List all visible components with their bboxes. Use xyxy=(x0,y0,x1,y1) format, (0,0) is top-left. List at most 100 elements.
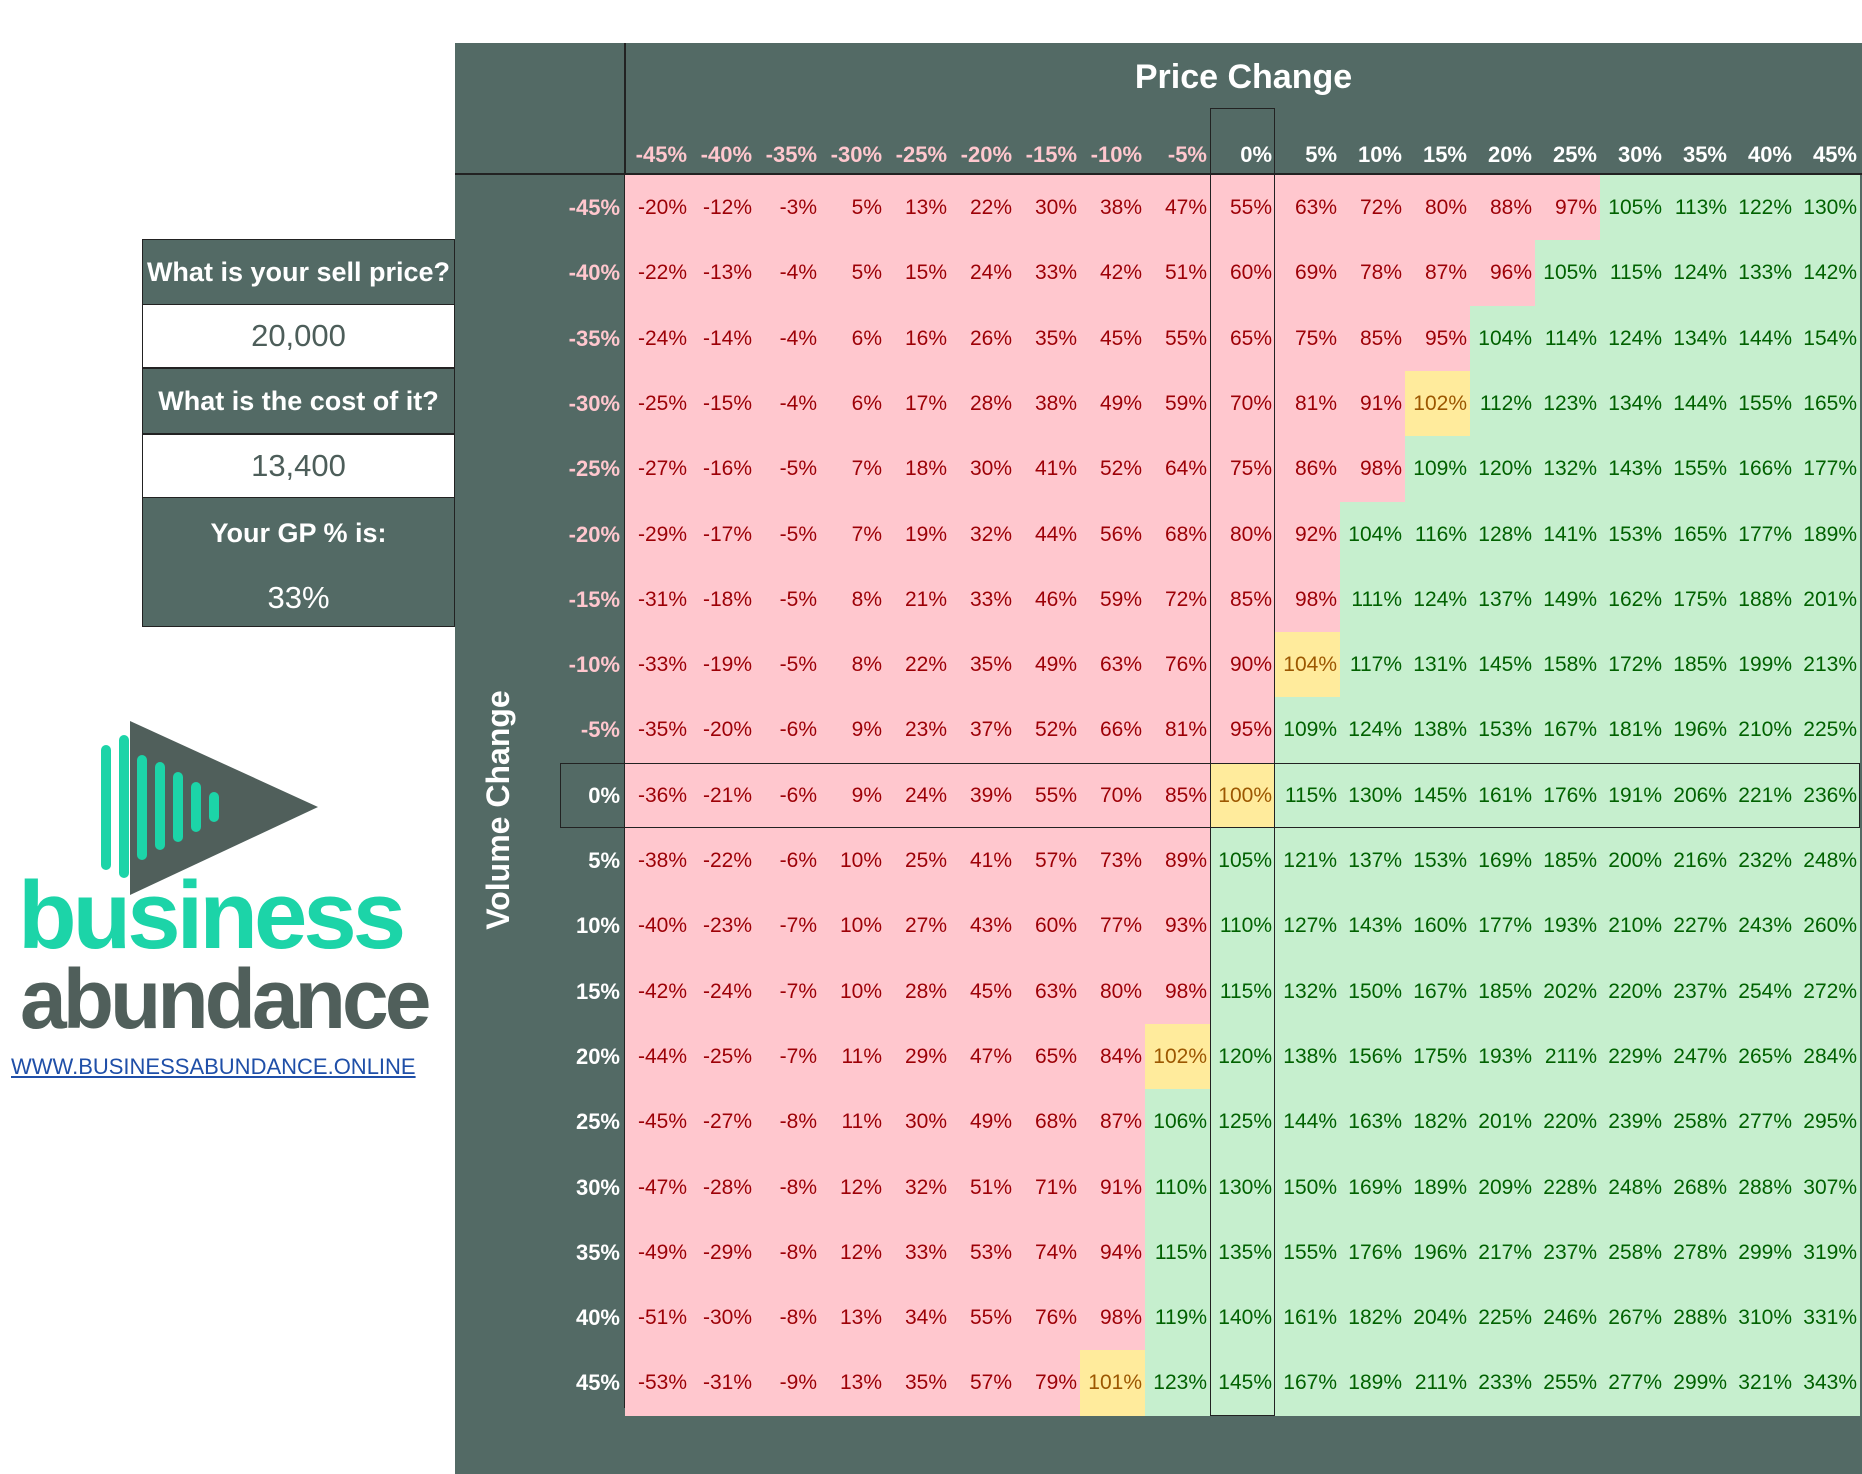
matrix-cell: 248% xyxy=(1600,1154,1665,1221)
matrix-cell: -20% xyxy=(625,175,690,241)
matrix-cell: -14% xyxy=(690,305,755,372)
matrix-cell: 153% xyxy=(1470,697,1535,764)
matrix-cell: 277% xyxy=(1730,1089,1795,1156)
matrix-cell: 158% xyxy=(1535,632,1600,699)
matrix-cell: -31% xyxy=(690,1350,755,1417)
matrix-cell: -22% xyxy=(690,828,755,894)
matrix-cell: 161% xyxy=(1275,1285,1340,1352)
volume-header: -25% xyxy=(568,456,620,482)
matrix-cell: 28% xyxy=(885,958,950,1025)
matrix-cell: 191% xyxy=(1600,762,1665,829)
price-header: 30% xyxy=(1617,142,1662,167)
matrix-cell: 52% xyxy=(1080,436,1145,503)
matrix-cell: 182% xyxy=(1340,1285,1405,1352)
matrix-cell: 27% xyxy=(885,893,950,960)
price-header: 20% xyxy=(1487,142,1532,167)
matrix-cell: 175% xyxy=(1665,566,1730,633)
matrix-cell: 267% xyxy=(1600,1285,1665,1352)
volume-header: -45% xyxy=(568,195,620,220)
matrix-cell: 144% xyxy=(1665,370,1730,437)
cost-input[interactable]: 13,400 xyxy=(142,434,455,498)
matrix-cell: -17% xyxy=(690,501,755,568)
matrix-cell: 125% xyxy=(1210,1089,1275,1156)
price-header: -10% xyxy=(1090,142,1142,167)
matrix-cell: -47% xyxy=(625,1154,690,1221)
matrix-cell: 91% xyxy=(1080,1154,1145,1221)
matrix-cell: 22% xyxy=(885,632,950,699)
matrix-cell: -6% xyxy=(755,828,820,894)
matrix-cell: 77% xyxy=(1080,893,1145,960)
matrix-cell: 30% xyxy=(885,1089,950,1156)
matrix-cell: 278% xyxy=(1665,1219,1730,1286)
gp-result: Your GP % is: 33% xyxy=(142,497,455,627)
matrix-cell: 102% xyxy=(1145,1023,1210,1090)
matrix-cell: 6% xyxy=(820,370,885,437)
matrix-cell: 177% xyxy=(1470,893,1535,960)
matrix-cell: -9% xyxy=(755,1350,820,1417)
matrix-cell: 75% xyxy=(1210,436,1275,503)
matrix-cell: 310% xyxy=(1730,1285,1795,1352)
matrix-cell: 68% xyxy=(1015,1089,1080,1156)
matrix-cell: 258% xyxy=(1600,1219,1665,1286)
matrix-cell: 153% xyxy=(1405,828,1470,894)
matrix-cell: 319% xyxy=(1795,1219,1860,1286)
matrix-cell: 16% xyxy=(885,305,950,372)
matrix-cell: 295% xyxy=(1795,1089,1860,1156)
matrix-cell: 87% xyxy=(1080,1089,1145,1156)
matrix-cell: 201% xyxy=(1795,566,1860,633)
matrix-cell: 24% xyxy=(950,240,1015,307)
matrix-cell: 239% xyxy=(1600,1089,1665,1156)
matrix-cell: 64% xyxy=(1145,436,1210,503)
matrix-cell: 13% xyxy=(820,1350,885,1417)
matrix-cell: 201% xyxy=(1470,1089,1535,1156)
matrix-cell: 105% xyxy=(1535,240,1600,307)
matrix-cell: 56% xyxy=(1080,501,1145,568)
volume-header: -15% xyxy=(568,586,620,612)
matrix-cell: 92% xyxy=(1275,501,1340,568)
matrix-cell: 220% xyxy=(1600,958,1665,1025)
matrix-cell: 60% xyxy=(1015,893,1080,960)
matrix-cell: 182% xyxy=(1405,1089,1470,1156)
matrix-cell: 123% xyxy=(1535,370,1600,437)
volume-header: 25% xyxy=(575,1109,620,1135)
matrix-cell: -19% xyxy=(690,632,755,699)
matrix-cell: 55% xyxy=(1210,175,1275,241)
matrix-cell: 44% xyxy=(1015,501,1080,568)
matrix-cell: 85% xyxy=(1145,762,1210,829)
volume-header: -30% xyxy=(568,390,620,416)
matrix-cell: 155% xyxy=(1665,436,1730,503)
price-header: -45% xyxy=(635,142,687,167)
sell-price-input[interactable]: 20,000 xyxy=(142,304,455,368)
matrix-cell: 225% xyxy=(1795,697,1860,764)
matrix-cell: -3% xyxy=(755,175,820,241)
matrix-cell: 137% xyxy=(1340,828,1405,894)
matrix-cell: 138% xyxy=(1405,697,1470,764)
matrix-cell: 149% xyxy=(1535,566,1600,633)
matrix-cell: 127% xyxy=(1275,893,1340,960)
matrix-cell: 49% xyxy=(1015,632,1080,699)
matrix-cell: 115% xyxy=(1275,762,1340,829)
matrix-cell: 124% xyxy=(1600,305,1665,372)
matrix-cell: 122% xyxy=(1730,175,1795,241)
matrix-cell: 167% xyxy=(1535,697,1600,764)
gp-value: 33% xyxy=(267,580,330,615)
matrix-cell: -5% xyxy=(755,566,820,633)
price-header: -35% xyxy=(765,142,817,167)
matrix-cell: 248% xyxy=(1795,828,1860,894)
matrix-cell: 73% xyxy=(1080,828,1145,894)
matrix-cell: 143% xyxy=(1340,893,1405,960)
matrix-cell: 41% xyxy=(1015,436,1080,503)
matrix-cell: 95% xyxy=(1210,697,1275,764)
matrix-cell: 98% xyxy=(1275,566,1340,633)
website-link[interactable]: WWW.BUSINESSABUNDANCE.ONLINE xyxy=(11,1054,416,1079)
matrix-cell: -13% xyxy=(690,240,755,307)
matrix-cell: 162% xyxy=(1600,566,1665,633)
matrix-cell: 34% xyxy=(885,1285,950,1352)
matrix-cell: 80% xyxy=(1210,501,1275,568)
matrix-cell: 10% xyxy=(820,893,885,960)
matrix-cell: 97% xyxy=(1535,175,1600,241)
matrix-cell: 10% xyxy=(820,828,885,894)
matrix-cell: 196% xyxy=(1405,1219,1470,1286)
matrix-cell: 115% xyxy=(1600,240,1665,307)
business-abundance-logo-icon xyxy=(101,721,318,895)
